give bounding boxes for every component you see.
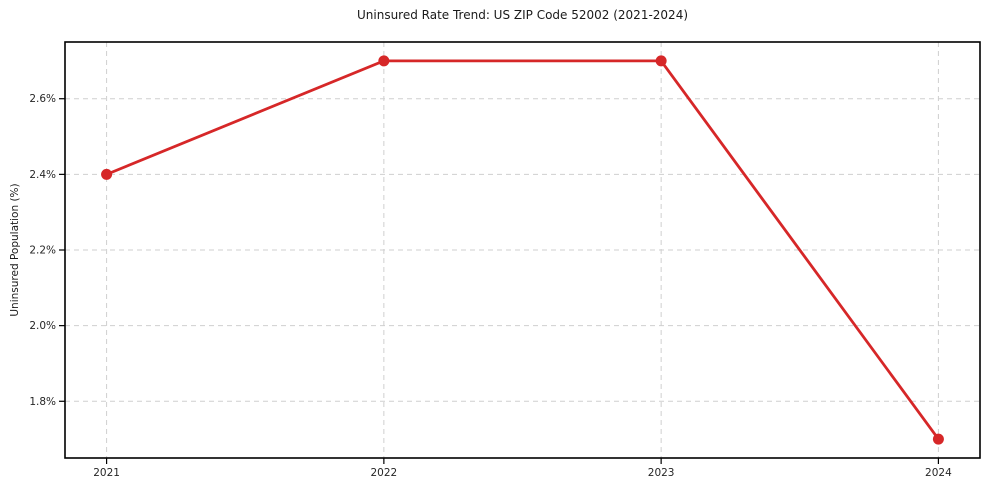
- y-tick-label: 2.0%: [29, 320, 56, 332]
- plot-frame: [64, 41, 981, 459]
- data-point-marker: [101, 168, 113, 180]
- data-point-marker: [378, 55, 390, 67]
- x-tick-label: 2021: [93, 467, 120, 479]
- y-tick-label: 2.2%: [29, 245, 56, 257]
- data-point-marker: [655, 55, 667, 67]
- y-tick-label: 2.4%: [29, 169, 56, 181]
- series-line: [105, 59, 940, 441]
- x-tick-label: 2024: [925, 467, 952, 479]
- x-tick-label: 2023: [648, 467, 675, 479]
- y-tick-label: 2.6%: [29, 93, 56, 105]
- data-point-marker: [932, 433, 944, 445]
- y-tick-label: 1.8%: [29, 396, 56, 408]
- chart-title: Uninsured Rate Trend: US ZIP Code 52002 …: [356, 8, 689, 22]
- x-tick-label: 2022: [370, 467, 397, 479]
